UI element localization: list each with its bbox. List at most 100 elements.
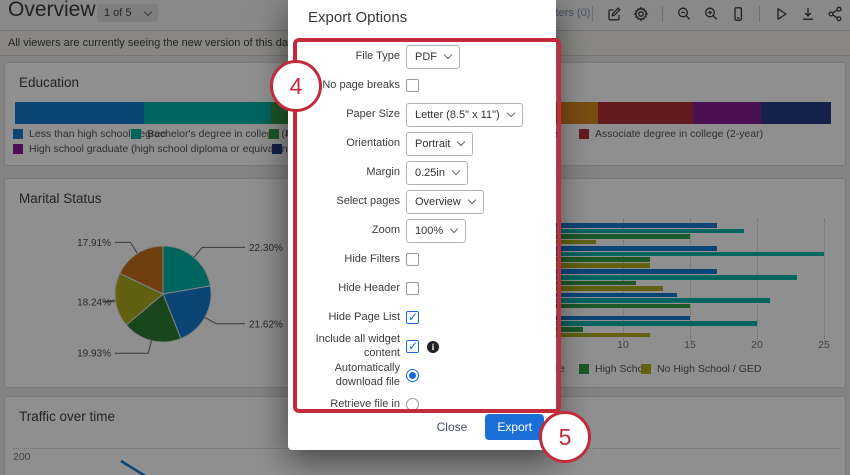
pie-slice xyxy=(119,245,164,295)
retrieve-file-in-radio[interactable] xyxy=(406,398,419,411)
share-icon[interactable] xyxy=(826,5,844,23)
pie-label: 19.93% xyxy=(77,349,111,360)
form-label: Margin xyxy=(366,165,400,178)
pie-label: 21.62% xyxy=(249,319,283,330)
education-legend-item-swatch xyxy=(269,129,279,139)
toolbar-divider xyxy=(662,6,663,22)
pie-slice xyxy=(125,293,182,343)
export-options-form: File Type PDF No page breaks Paper Size Lett… xyxy=(288,42,556,419)
bar-chart-tick-label: 10 xyxy=(617,339,629,351)
pie-leader-line xyxy=(115,241,138,254)
bar-college-degree xyxy=(489,275,798,280)
zoom-select[interactable]: 100% xyxy=(406,218,467,243)
bar-chart-legend-item: No High School / GED xyxy=(641,363,761,375)
education-legend-item: Associate degree in college (2-year) xyxy=(579,128,763,140)
pie-leader-line xyxy=(204,316,245,325)
download-icon[interactable] xyxy=(799,5,817,23)
form-control: Overview xyxy=(406,189,484,214)
toolbar-icon-row xyxy=(589,5,844,23)
pie-label: 18.24% xyxy=(77,297,111,308)
play-icon[interactable] xyxy=(772,5,790,23)
form-row: Include all widget content i xyxy=(288,332,556,361)
bar-no-high-school-ged xyxy=(489,263,650,268)
education-bar-segment xyxy=(693,102,761,124)
pie-label: 17.91% xyxy=(77,238,111,249)
bar-chart-gridline xyxy=(757,219,758,341)
form-label: Orientation xyxy=(346,136,400,149)
export-options-modal: Export Options File Type PDF No page break… xyxy=(288,0,556,450)
margin-select[interactable]: 0.25in xyxy=(406,160,468,185)
bar-chart-legend-item: High School xyxy=(579,363,652,375)
education-widget-title: Education xyxy=(19,75,80,90)
form-control xyxy=(406,253,419,266)
page-selector[interactable]: 1 of 5 xyxy=(97,4,158,22)
hide-page-list-checkbox[interactable] xyxy=(406,310,419,324)
form-label: Hide Header xyxy=(338,281,400,294)
form-row: Select pages Overview xyxy=(288,187,556,216)
bar-graduate-degree xyxy=(489,246,717,251)
pie-label: 22.30% xyxy=(249,243,283,254)
hide-filters-checkbox[interactable] xyxy=(406,253,419,266)
education-legend-item-swatch xyxy=(13,144,23,154)
form-row: Orientation Portrait xyxy=(288,129,556,158)
bar-high-school xyxy=(489,280,637,286)
chevron-down-icon xyxy=(506,108,515,118)
hide-header-checkbox[interactable] xyxy=(406,282,419,295)
bar-graduate-degree xyxy=(489,223,717,228)
bar-chart-legend-item-label: No High School / GED xyxy=(657,363,762,375)
marital-pie-chart: 22.30% 21.62% 19.93% 18.24% 17.91% xyxy=(77,238,283,360)
bar-chart-tick-label: 25 xyxy=(818,339,830,351)
form-label: Include all widget content xyxy=(315,333,400,359)
form-label: Select pages xyxy=(336,194,400,207)
settings-icon[interactable] xyxy=(632,5,650,23)
bar-high-school xyxy=(489,303,690,309)
bar-chart-legend-item-label: High School xyxy=(595,363,652,375)
include-all-widget-content-checkbox[interactable] xyxy=(406,339,419,353)
bar-no-high-school-ged xyxy=(489,286,664,291)
bar-chart-tick-label: 15 xyxy=(684,339,696,351)
form-row: Hide Filters xyxy=(288,245,556,274)
form-control xyxy=(406,369,419,382)
modal-footer: Close Export xyxy=(437,414,544,440)
education-bar-segment xyxy=(15,102,144,124)
form-control xyxy=(406,310,419,324)
form-control: 0.25in xyxy=(406,160,468,185)
form-label: Paper Size xyxy=(346,107,400,120)
marital-widget-title: Marital Status xyxy=(19,191,102,206)
automatically-download-file-radio[interactable] xyxy=(406,369,419,382)
bar-graduate-degree xyxy=(489,315,690,321)
no-page-breaks-checkbox[interactable] xyxy=(406,79,419,92)
toolbar-divider xyxy=(592,6,593,22)
paper-size-select[interactable]: Letter (8.5" x 11") xyxy=(406,102,523,127)
mobile-preview-icon[interactable] xyxy=(729,5,747,23)
notice-text: All viewers are currently seeing the new… xyxy=(8,37,331,49)
form-row: Zoom 100% xyxy=(288,216,556,245)
pie-leader-line xyxy=(193,246,245,258)
form-label: File Type xyxy=(355,49,400,62)
form-row: Paper Size Letter (8.5" x 11") xyxy=(288,100,556,129)
select-value: 0.25in xyxy=(415,166,445,179)
bar-chart-legend-item-swatch xyxy=(579,364,589,374)
form-label: Automatically download file xyxy=(334,362,400,388)
traffic-line xyxy=(120,459,147,475)
close-button[interactable]: Close xyxy=(436,420,468,434)
export-button[interactable]: Export xyxy=(485,414,544,440)
form-control: i xyxy=(406,339,439,353)
education-bar-segment xyxy=(760,102,831,124)
bar-chart-legend-item-swatch xyxy=(641,364,651,374)
select-value: Portrait xyxy=(415,137,451,150)
bar-high-school xyxy=(489,257,650,262)
select-pages-select[interactable]: Overview xyxy=(406,189,484,214)
edit-icon[interactable] xyxy=(605,5,623,23)
file-type-select[interactable]: PDF xyxy=(406,44,460,69)
form-label: Zoom xyxy=(371,223,400,236)
info-icon: i xyxy=(427,340,439,353)
zoom-out-icon[interactable] xyxy=(675,5,693,23)
form-control: Portrait xyxy=(406,131,474,156)
bar-chart-gridline xyxy=(623,219,624,341)
orientation-select[interactable]: Portrait xyxy=(406,131,474,156)
zoom-in-icon[interactable] xyxy=(702,5,720,23)
form-control xyxy=(406,282,419,295)
bar-college-degree xyxy=(489,228,744,234)
education-legend-item-swatch xyxy=(272,144,282,154)
